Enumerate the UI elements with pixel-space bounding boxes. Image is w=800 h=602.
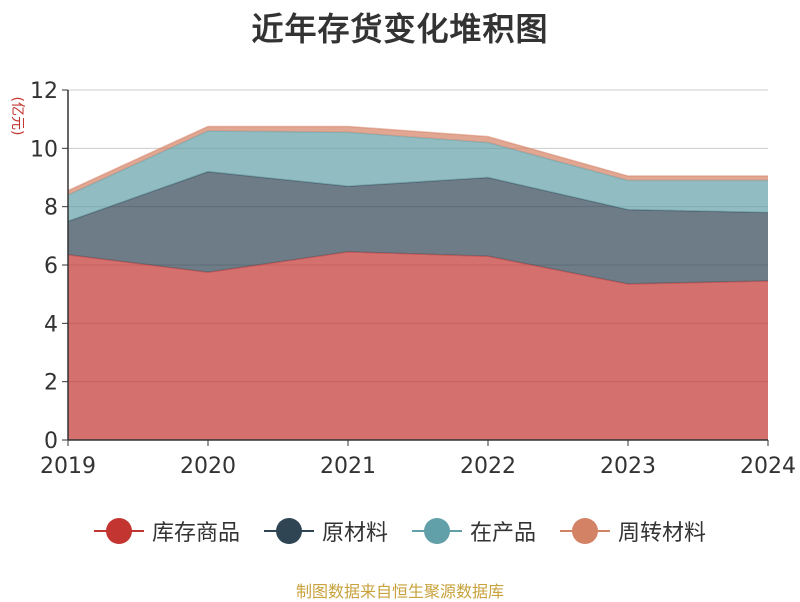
y-tick-label: 2: [44, 371, 58, 396]
area-series-1: [68, 251, 768, 440]
x-tick-label: 2023: [600, 454, 656, 479]
y-tick-label: 6: [44, 254, 58, 279]
legend-marker: [263, 518, 314, 544]
x-tick-label: 2021: [320, 454, 376, 479]
legend-item-3[interactable]: 在产品: [412, 515, 536, 547]
legend-dot: [572, 518, 599, 544]
legend-label: 库存商品: [151, 521, 240, 546]
legend-dot: [275, 518, 302, 544]
y-tick-label: 4: [44, 312, 58, 337]
legend-item-2[interactable]: 原材料: [263, 515, 388, 547]
y-axis-unit-label: (亿元): [9, 97, 25, 136]
axes: 0 2 4 6 8 10 12 2019 2020 2021 2022 2023 2024: [30, 79, 796, 479]
area-series-2: [68, 171, 768, 284]
legend-item-1[interactable]: 库存商品: [93, 515, 240, 547]
x-tick-label: 2020: [180, 454, 236, 479]
legend-marker: [93, 518, 144, 544]
y-tick-label: 12: [30, 79, 58, 104]
source-note: 制图数据来自恒生聚源数据库: [295, 582, 504, 601]
y-tick-label: 8: [44, 196, 58, 221]
legend-dot: [105, 518, 132, 544]
legend-label: 周转材料: [618, 521, 707, 546]
chart-title: 近年存货变化堆积图: [251, 10, 549, 48]
x-tick-label: 2024: [740, 454, 796, 479]
area-series: [67, 125, 769, 440]
legend-label: 原材料: [321, 521, 388, 546]
legend-item-4[interactable]: 周转材料: [560, 515, 706, 547]
legend-marker: [560, 518, 611, 544]
x-tick-label: 2022: [460, 454, 516, 479]
legend-marker: [412, 518, 462, 544]
y-tick-label: 0: [44, 429, 58, 454]
legend-label: 在产品: [470, 521, 537, 546]
x-tick-label: 2019: [40, 454, 96, 479]
legend-dot: [424, 518, 450, 544]
area-series-3: [68, 130, 768, 222]
series-line-4: [67, 125, 768, 192]
y-tick-label: 10: [30, 137, 58, 162]
legend: 库存商品 原材料 在产品 周转材料: [0, 515, 800, 547]
